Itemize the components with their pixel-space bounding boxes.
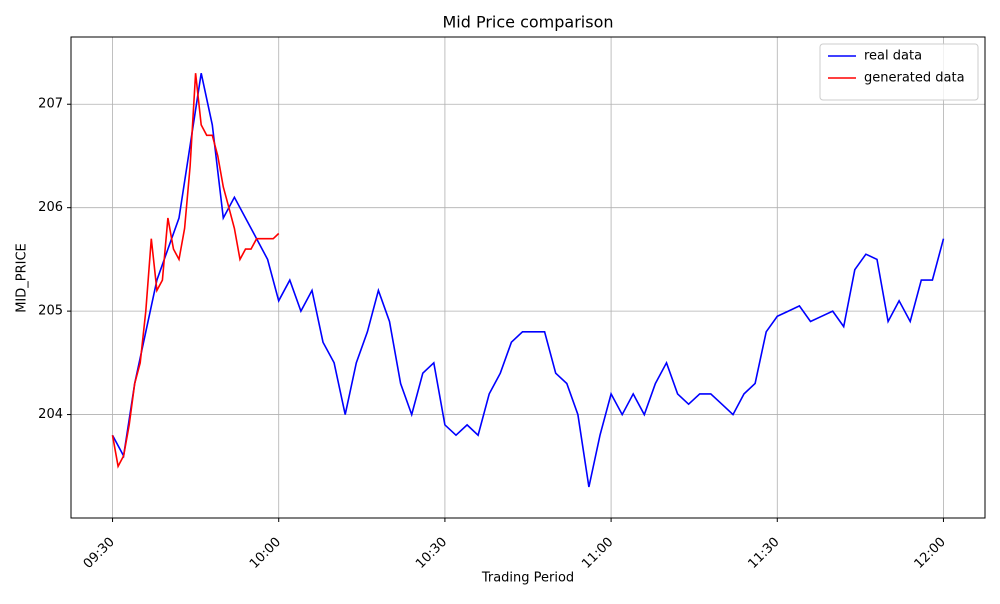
y-tick-label: 206 bbox=[38, 200, 63, 215]
y-axis-label: MID_PRICE bbox=[15, 243, 30, 313]
x-tick-label: 10:30 bbox=[413, 535, 450, 572]
x-tick-label: 11:00 bbox=[579, 535, 616, 572]
legend-box bbox=[819, 43, 979, 101]
x-tick-label: 09:30 bbox=[81, 535, 118, 572]
line-series bbox=[111, 73, 945, 488]
x-tick-label: 11:30 bbox=[745, 535, 782, 572]
y-tick-label: 207 bbox=[38, 97, 63, 112]
x-axis-label: Trading Period bbox=[481, 571, 574, 586]
chart-title: Mid Price comparison bbox=[442, 13, 613, 32]
y-tick-label: 204 bbox=[38, 407, 63, 422]
legend-label: generated data bbox=[864, 71, 965, 86]
x-tick-label: 12:00 bbox=[912, 535, 949, 572]
plot-frame bbox=[70, 36, 986, 519]
y-tick-label: 205 bbox=[38, 304, 63, 319]
x-tick-label: 10:00 bbox=[247, 535, 284, 572]
line-series bbox=[111, 73, 280, 469]
legend-label: real data bbox=[864, 49, 922, 64]
